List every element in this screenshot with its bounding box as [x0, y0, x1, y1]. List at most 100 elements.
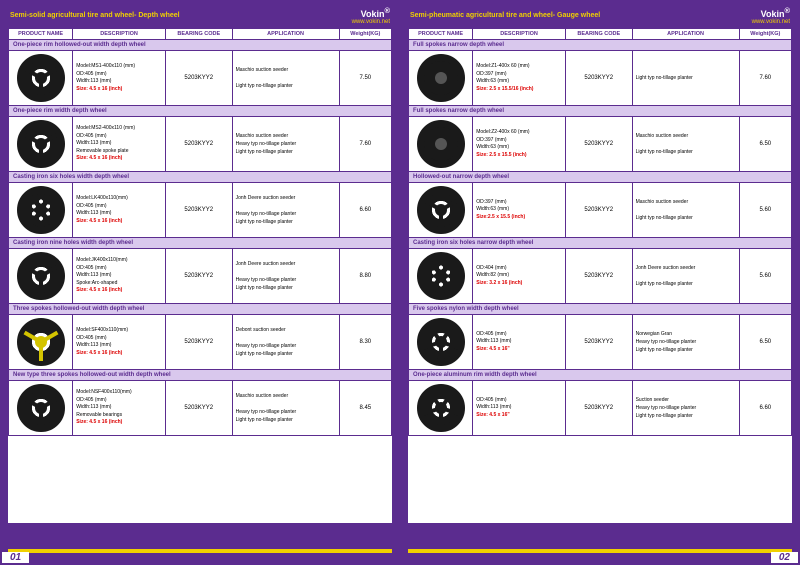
product-application: Maschio suction seederHeavy typ no-tilla…: [232, 117, 339, 172]
product-weight: 8.30: [339, 315, 391, 370]
bearing-code: 5203KYY2: [565, 381, 632, 436]
product-row: Model:MS1-400x110 (mm)OD:405 (mm)Width:1…: [9, 51, 392, 106]
product-image: [409, 117, 473, 172]
page-number-bar: [408, 549, 792, 553]
product-weight: 5.60: [739, 249, 791, 304]
col-header: BEARING CODE: [565, 29, 632, 40]
page-left: Semi-solid agricultural tire and wheel- …: [0, 0, 400, 565]
bearing-code: 5203KYY2: [165, 117, 232, 172]
product-row: Model:MS2-400x110 (mm)OD:405 (mm)Width:1…: [9, 117, 392, 172]
product-weight: 6.50: [739, 117, 791, 172]
category-label: One-piece rim width depth wheel: [9, 106, 392, 117]
product-description: OD:405 (mm)Width:113 (mm)Size: 4.5 x 16": [473, 315, 566, 370]
product-weight: 5.60: [739, 183, 791, 238]
category-row: One-piece rim width depth wheel: [9, 106, 392, 117]
product-description: Model:JK400x110(mm)OD:405 (mm)Width:113 …: [73, 249, 166, 304]
product-description: Model:MS2-400x110 (mm)OD:405 (mm)Width:1…: [73, 117, 166, 172]
brand-name: Vokin®: [752, 6, 790, 19]
product-image: [9, 315, 73, 370]
product-image: [409, 51, 473, 106]
category-label: Casting iron six holes narrow depth whee…: [409, 238, 792, 249]
col-header: APPLICATION: [232, 29, 339, 40]
bearing-code: 5203KYY2: [165, 249, 232, 304]
product-application: Jonh Deere suction seeder Light typ no-t…: [632, 249, 739, 304]
page-header: Semi-pheumatic agricultural tire and whe…: [410, 4, 790, 26]
product-weight: 7.50: [339, 51, 391, 106]
product-application: Jonh Deere suction seeder Heavy typ no-t…: [232, 249, 339, 304]
product-row: Model:JK400x110(mm)OD:405 (mm)Width:113 …: [9, 249, 392, 304]
bearing-code: 5203KYY2: [565, 315, 632, 370]
bearing-code: 5203KYY2: [165, 51, 232, 106]
product-row: OD:404 (mm)Width:82 (mm)Size: 3.2 x 16 (…: [409, 249, 792, 304]
product-row: OD:405 (mm)Width:113 (mm)Size: 4.5 x 16"…: [409, 381, 792, 436]
product-image: [409, 249, 473, 304]
product-weight: 8.45: [339, 381, 391, 436]
product-weight: 6.50: [739, 315, 791, 370]
bearing-code: 5203KYY2: [565, 249, 632, 304]
page-title: Semi-pheumatic agricultural tire and whe…: [410, 12, 600, 19]
col-header: DESCRIPTION: [473, 29, 566, 40]
product-row: Model:Z2-400x 60 (mm)OD:397 (mm)Width:63…: [409, 117, 792, 172]
product-image: [9, 183, 73, 238]
product-weight: 8.80: [339, 249, 391, 304]
product-description: Model:LK400x110(mm)OD:405 (mm)Width:113 …: [73, 183, 166, 238]
product-application: Maschio suction seeder Light typ no-till…: [632, 183, 739, 238]
bearing-code: 5203KYY2: [565, 117, 632, 172]
category-label: Full spokes narrow depth wheel: [409, 40, 792, 51]
product-image: [9, 381, 73, 436]
product-image: [9, 117, 73, 172]
category-label: Full spokes narrow depth wheel: [409, 106, 792, 117]
product-table-right: PRODUCT NAMEDESCRIPTIONBEARING CODEAPPLI…: [408, 28, 792, 436]
product-image: [409, 315, 473, 370]
category-row: Hollowed-out narrow depth wheel: [409, 172, 792, 183]
col-header: Weight(KG): [739, 29, 791, 40]
product-image: [409, 381, 473, 436]
brand-url: www.vokin.net: [752, 19, 790, 25]
product-application: Suction seederHeavy typ no-tillage plant…: [632, 381, 739, 436]
product-application: Light typ no-tillage planter: [632, 51, 739, 106]
col-header: DESCRIPTION: [73, 29, 166, 40]
product-image: [9, 249, 73, 304]
col-header: PRODUCT NAME: [409, 29, 473, 40]
category-row: Casting iron nine holes width depth whee…: [9, 238, 392, 249]
product-description: Model:NSF400x110(mm)OD:405 (mm)Width:113…: [73, 381, 166, 436]
category-row: Full spokes narrow depth wheel: [409, 40, 792, 51]
brand-block: Vokin® www.vokin.net: [352, 6, 390, 25]
page-number: 01: [2, 552, 29, 563]
col-header: APPLICATION: [632, 29, 739, 40]
category-row: Casting iron six holes width depth wheel: [9, 172, 392, 183]
category-row: New type three spokes hollowed-out width…: [9, 370, 392, 381]
product-table-left: PRODUCT NAMEDESCRIPTIONBEARING CODEAPPLI…: [8, 28, 392, 436]
category-label: Casting iron six holes width depth wheel: [9, 172, 392, 183]
category-label: One-piece rim hollowed-out width depth w…: [9, 40, 392, 51]
product-weight: 6.60: [739, 381, 791, 436]
page-content: PRODUCT NAMEDESCRIPTIONBEARING CODEAPPLI…: [408, 28, 792, 523]
product-application: Maschio suction seeder Heavy typ no-till…: [232, 381, 339, 436]
bearing-code: 5203KYY2: [165, 315, 232, 370]
product-image: [9, 51, 73, 106]
product-image: [409, 183, 473, 238]
product-description: OD:404 (mm)Width:82 (mm)Size: 3.2 x 16 (…: [473, 249, 566, 304]
category-label: One-piece aluminum rim width depth wheel: [409, 370, 792, 381]
page-number: 02: [771, 552, 798, 563]
col-header: Weight(KG): [339, 29, 391, 40]
product-description: OD:397 (mm)Width:63 (mm)Size:2.5 x 15.5 …: [473, 183, 566, 238]
product-row: OD:405 (mm)Width:113 (mm)Size: 4.5 x 16"…: [409, 315, 792, 370]
category-row: Five spokes nylon width depth wheel: [409, 304, 792, 315]
product-application: Norwegian GranHeavy typ no-tillage plant…: [632, 315, 739, 370]
product-weight: 7.60: [739, 51, 791, 106]
page-right: Semi-pheumatic agricultural tire and whe…: [400, 0, 800, 565]
product-application: Debont suction seeder Heavy typ no-tilla…: [232, 315, 339, 370]
page-title: Semi-solid agricultural tire and wheel- …: [10, 12, 180, 19]
page-header: Semi-solid agricultural tire and wheel- …: [10, 4, 390, 26]
product-description: Model:MS1-400x110 (mm)OD:405 (mm)Width:1…: [73, 51, 166, 106]
product-description: Model:Z2-400x 60 (mm)OD:397 (mm)Width:63…: [473, 117, 566, 172]
col-header: PRODUCT NAME: [9, 29, 73, 40]
product-row: OD:397 (mm)Width:63 (mm)Size:2.5 x 15.5 …: [409, 183, 792, 238]
product-application: Maschio suction seeder Light typ no-till…: [632, 117, 739, 172]
category-label: New type three spokes hollowed-out width…: [9, 370, 392, 381]
category-label: Hollowed-out narrow depth wheel: [409, 172, 792, 183]
product-row: Model:SF400x110(mm)OD:405 (mm)Width:113 …: [9, 315, 392, 370]
product-description: OD:405 (mm)Width:113 (mm)Size: 4.5 x 16": [473, 381, 566, 436]
bearing-code: 5203KYY2: [565, 183, 632, 238]
